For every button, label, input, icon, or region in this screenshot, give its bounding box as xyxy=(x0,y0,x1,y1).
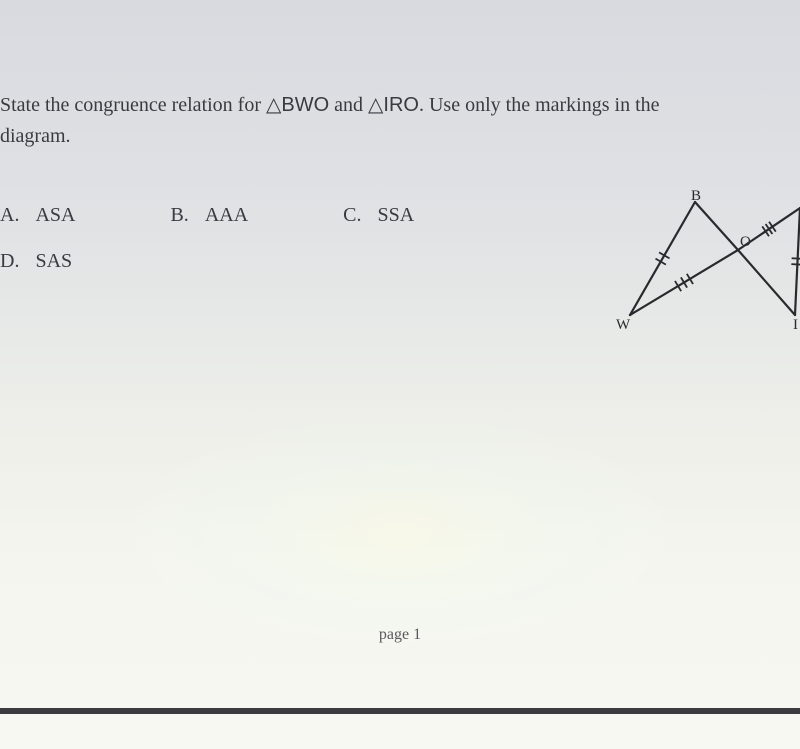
option-c: C. SSA xyxy=(343,204,414,227)
q-line2: diagram. xyxy=(0,125,71,147)
option-c-letter: C. xyxy=(343,204,361,226)
q-tri2: △IRO xyxy=(368,94,419,116)
option-a-text: ASA xyxy=(35,204,75,226)
option-a: A. ASA xyxy=(0,204,75,227)
svg-text:W: W xyxy=(616,317,631,333)
q-pre: State the congruence relation for xyxy=(0,94,266,116)
option-b: B. AAA xyxy=(170,204,248,227)
bottom-rule xyxy=(0,708,800,714)
page-number: page 1 xyxy=(0,626,800,644)
q-mid: and xyxy=(329,94,368,116)
svg-text:O: O xyxy=(740,234,751,250)
option-d-letter: D. xyxy=(0,250,19,272)
svg-text:B: B xyxy=(691,190,701,204)
triangle-diagram: B W O I xyxy=(590,190,800,340)
option-c-text: SSA xyxy=(378,204,415,226)
option-b-letter: B. xyxy=(170,204,188,226)
options-row-1: A. ASA B. AAA C. SSA xyxy=(0,204,560,227)
options-row-2: D. SAS xyxy=(0,250,162,273)
option-a-letter: A. xyxy=(0,204,19,226)
option-d: D. SAS xyxy=(0,250,72,273)
option-d-text: SAS xyxy=(35,250,72,272)
q-post: . Use only the markings in the xyxy=(419,94,660,116)
svg-text:I: I xyxy=(793,317,798,333)
option-b-text: AAA xyxy=(205,204,248,226)
diagram-svg: B W O I xyxy=(590,190,800,340)
screen-glare xyxy=(0,380,800,660)
question-stem: State the congruence relation for △BWO a… xyxy=(0,90,800,152)
q-tri1: △BWO xyxy=(266,94,329,116)
